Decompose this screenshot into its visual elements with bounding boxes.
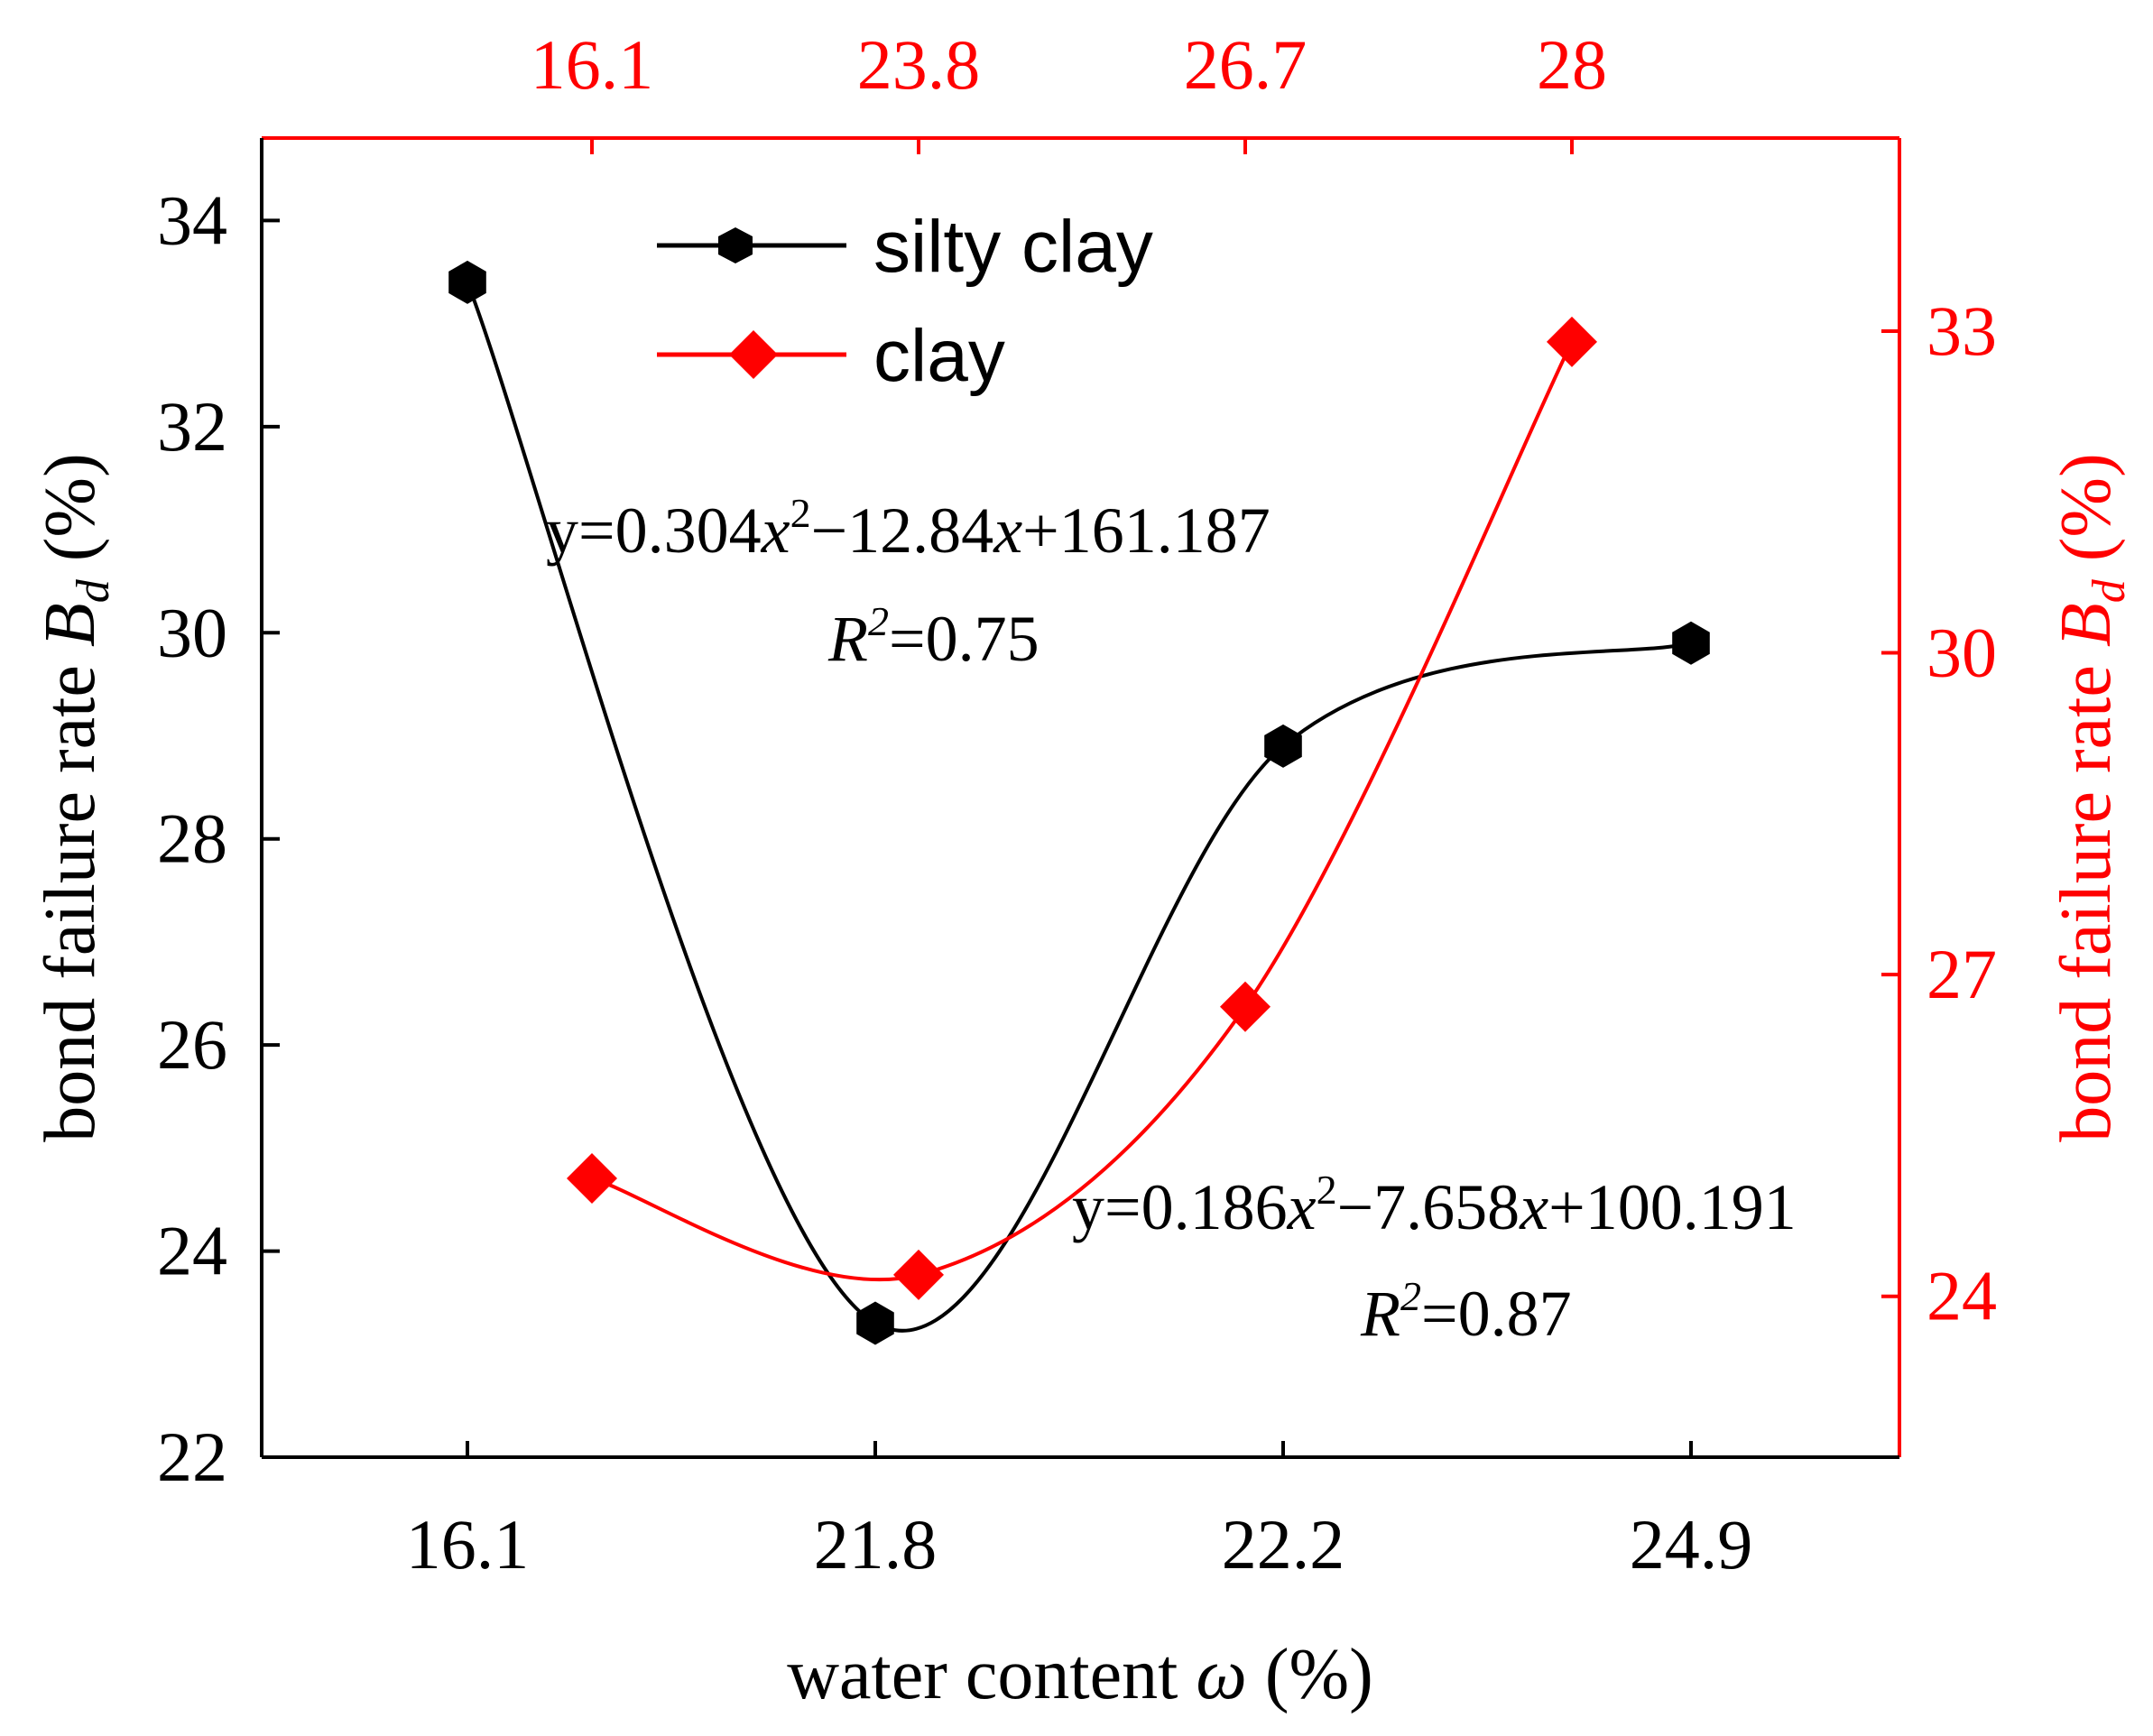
series-silty-clay-markers xyxy=(448,260,1710,1345)
silty-clay-fit-r2: R2=0.75 xyxy=(827,598,1040,675)
x-top-tick-label: 16.1 xyxy=(531,25,654,104)
y-right-tick-label: 27 xyxy=(1927,935,1997,1013)
bottom-ticks: 16.1 21.8 22.2 24.9 xyxy=(406,1441,1753,1584)
clay-fit-r2: R2=0.87 xyxy=(1360,1273,1572,1350)
y-left-tick-label: 26 xyxy=(157,1005,227,1084)
clay-point-diamond xyxy=(1220,981,1271,1032)
silty-clay-point-hexagon xyxy=(856,1301,894,1345)
silty-clay-point-hexagon xyxy=(1672,621,1710,665)
y-right-tick-label: 33 xyxy=(1927,291,1997,370)
x-bottom-tick-label: 21.8 xyxy=(814,1505,938,1584)
y-right-axis-title: bond failure rate Bd (%) xyxy=(2047,453,2135,1141)
silty-clay-point-hexagon xyxy=(448,260,486,304)
silty-clay-point-hexagon xyxy=(1264,724,1302,768)
y-left-tick-label: 28 xyxy=(157,799,227,878)
y-left-axis-title: bond failure rate Bd (%) xyxy=(31,453,119,1141)
x-bottom-tick-label: 16.1 xyxy=(406,1505,530,1584)
legend-marker-diamond-icon xyxy=(729,330,778,379)
x-axis-title: water content ω (%) xyxy=(787,1635,1373,1714)
legend-label-silty-clay: silty clay xyxy=(873,206,1153,288)
y-right-tick-label: 24 xyxy=(1927,1257,1997,1335)
y-left-tick-label: 30 xyxy=(157,593,227,671)
legend: silty clay clay xyxy=(657,206,1153,397)
clay-point-diamond xyxy=(567,1152,617,1204)
right-ticks: 24 27 30 33 xyxy=(1881,291,1997,1335)
legend-marker-hexagon-icon xyxy=(718,227,753,263)
clay-fit-equation: y=0.186x2−7.658x+100.191 xyxy=(1072,1167,1797,1243)
x-top-tick-label: 28 xyxy=(1537,25,1607,104)
x-top-tick-label: 23.8 xyxy=(857,25,981,104)
series-clay-curve xyxy=(591,340,1574,1282)
y-left-tick-label: 34 xyxy=(157,180,227,259)
x-bottom-tick-label: 24.9 xyxy=(1630,1505,1753,1584)
series-silty-clay-curve xyxy=(466,282,1692,1333)
y-left-tick-label: 32 xyxy=(157,387,227,466)
y-right-tick-label: 30 xyxy=(1927,614,1997,692)
x-top-tick-label: 26.7 xyxy=(1184,25,1308,104)
series-clay-markers xyxy=(567,316,1597,1300)
legend-label-clay: clay xyxy=(873,315,1005,397)
silty-clay-fit-equation: y=0.304x2−12.84x+161.187 xyxy=(546,490,1271,567)
left-ticks: 22 24 26 28 30 32 34 xyxy=(157,180,280,1496)
y-left-tick-label: 24 xyxy=(157,1212,227,1290)
y-left-tick-label: 22 xyxy=(157,1417,227,1496)
x-bottom-tick-label: 22.2 xyxy=(1222,1505,1345,1584)
top-ticks: 16.1 23.8 26.7 28 xyxy=(531,25,1607,154)
clay-point-diamond xyxy=(1547,316,1597,367)
clay-point-diamond xyxy=(893,1249,944,1300)
